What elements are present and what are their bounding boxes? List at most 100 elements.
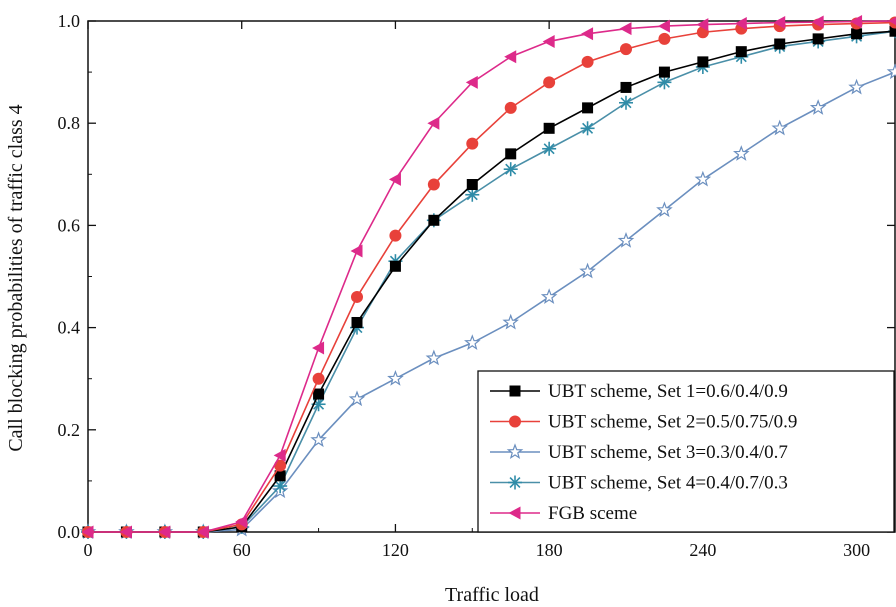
data-point bbox=[620, 81, 632, 93]
x-tick-label: 180 bbox=[536, 540, 563, 560]
data-point bbox=[812, 33, 824, 45]
data-point bbox=[466, 137, 479, 150]
data-point bbox=[889, 25, 896, 37]
data-point bbox=[658, 66, 670, 78]
x-tick-label: 240 bbox=[689, 540, 716, 560]
legend-entry-1: UBT scheme, Set 1=0.6/0.4/0.9 bbox=[490, 381, 788, 402]
data-point bbox=[696, 18, 709, 32]
series-line bbox=[88, 21, 896, 533]
data-point bbox=[387, 369, 404, 386]
data-point bbox=[235, 515, 248, 529]
series-line bbox=[88, 30, 896, 533]
data-point bbox=[351, 290, 363, 303]
legend-label: UBT scheme, Set 3=0.3/0.4/0.7 bbox=[548, 442, 788, 463]
legend-label: FGB sceme bbox=[548, 503, 637, 524]
data-point bbox=[580, 121, 595, 136]
data-point bbox=[388, 172, 401, 186]
series-line bbox=[88, 20, 896, 533]
data-point bbox=[582, 102, 594, 114]
data-point bbox=[508, 506, 521, 520]
data-point bbox=[811, 15, 824, 29]
legend-box bbox=[477, 370, 895, 533]
legend-entry-2: UBT scheme, Set 2=0.5/0.75/0.9 bbox=[490, 412, 797, 433]
data-point bbox=[657, 19, 670, 33]
y-tick-label: 1.0 bbox=[58, 11, 81, 31]
data-point bbox=[619, 22, 632, 36]
data-point bbox=[274, 459, 287, 472]
data-point bbox=[579, 262, 596, 279]
legend-label: UBT scheme, Set 1=0.6/0.4/0.9 bbox=[548, 381, 788, 402]
data-point bbox=[888, 16, 896, 26]
data-point bbox=[656, 201, 673, 218]
data-point bbox=[850, 15, 863, 29]
data-point bbox=[504, 50, 517, 64]
data-point bbox=[540, 288, 558, 304]
data-point bbox=[771, 119, 788, 136]
data-point bbox=[508, 475, 522, 490]
data-point bbox=[658, 32, 671, 45]
data-point bbox=[425, 349, 443, 366]
y-tick-label: 0.2 bbox=[58, 420, 81, 440]
legend: UBT scheme, Set 1=0.6/0.4/0.9 UBT scheme,… bbox=[477, 370, 895, 533]
data-point bbox=[694, 170, 712, 187]
data-point bbox=[310, 431, 327, 448]
data-point bbox=[657, 75, 672, 90]
data-point bbox=[350, 244, 363, 258]
x-tick-label: 120 bbox=[382, 540, 409, 560]
data-point bbox=[389, 229, 402, 242]
data-point bbox=[733, 145, 750, 161]
data-point bbox=[312, 341, 325, 355]
legend-label: UBT scheme, Set 2=0.5/0.75/0.9 bbox=[548, 412, 797, 433]
data-point bbox=[851, 28, 863, 40]
data-point bbox=[502, 313, 519, 330]
x-axis-title: Traffic load bbox=[445, 584, 539, 606]
y-axis-title: Call blocking probabilities of traffic c… bbox=[5, 104, 27, 451]
data-point bbox=[312, 372, 325, 385]
data-point bbox=[735, 46, 747, 58]
data-point bbox=[509, 415, 521, 428]
data-point bbox=[274, 470, 286, 482]
x-tick-label: 60 bbox=[233, 540, 251, 560]
legend-entry-5: FGB sceme bbox=[490, 503, 637, 524]
data-point bbox=[581, 27, 594, 41]
y-tick-label: 0.8 bbox=[58, 113, 81, 133]
data-point bbox=[848, 78, 865, 95]
data-point bbox=[348, 390, 366, 407]
series-group bbox=[79, 15, 896, 540]
legend-entry-3: UBT scheme, Set 3=0.3/0.4/0.7 bbox=[490, 442, 788, 463]
data-point bbox=[774, 38, 786, 50]
x-tick-label: 300 bbox=[843, 540, 870, 560]
data-point bbox=[464, 334, 481, 350]
data-point bbox=[506, 443, 524, 460]
series-line bbox=[88, 71, 896, 533]
data-point bbox=[273, 479, 288, 494]
data-point bbox=[773, 16, 786, 30]
data-point bbox=[619, 95, 633, 110]
data-point bbox=[620, 43, 632, 56]
data-point bbox=[504, 101, 517, 114]
data-point bbox=[119, 525, 132, 539]
x-tick-label: 0 bbox=[84, 540, 93, 560]
legend-entry-4: UBT scheme, Set 4=0.4/0.7/0.3 bbox=[490, 473, 788, 494]
data-point bbox=[273, 448, 286, 462]
data-point bbox=[697, 56, 709, 68]
axes: 0 60 120 180 240 300 0.0 0.2 0.4 0.6 0.8 1.0 bbox=[58, 11, 895, 560]
data-point bbox=[503, 162, 518, 177]
data-point bbox=[542, 141, 557, 156]
data-point bbox=[617, 232, 635, 248]
data-point bbox=[886, 63, 896, 80]
y-tick-label: 0.6 bbox=[58, 215, 81, 235]
data-point bbox=[581, 55, 594, 68]
data-point bbox=[543, 122, 555, 134]
data-point bbox=[505, 148, 517, 160]
data-point bbox=[428, 214, 440, 226]
data-point bbox=[542, 34, 555, 48]
data-point bbox=[158, 525, 171, 539]
series-5 bbox=[81, 15, 896, 539]
data-point bbox=[196, 525, 209, 539]
data-point bbox=[81, 525, 94, 539]
data-point bbox=[465, 187, 480, 202]
data-point bbox=[466, 179, 478, 191]
data-point bbox=[465, 75, 478, 89]
